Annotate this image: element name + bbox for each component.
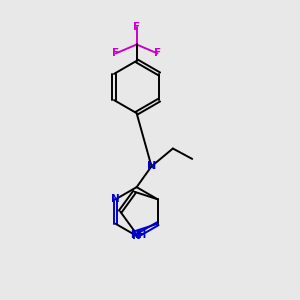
- Text: NH: NH: [130, 230, 146, 240]
- Text: F: F: [112, 48, 119, 59]
- Text: N: N: [111, 194, 120, 204]
- Text: N: N: [147, 161, 156, 171]
- Text: N: N: [132, 231, 141, 241]
- Text: F: F: [133, 22, 140, 32]
- Text: F: F: [154, 48, 161, 59]
